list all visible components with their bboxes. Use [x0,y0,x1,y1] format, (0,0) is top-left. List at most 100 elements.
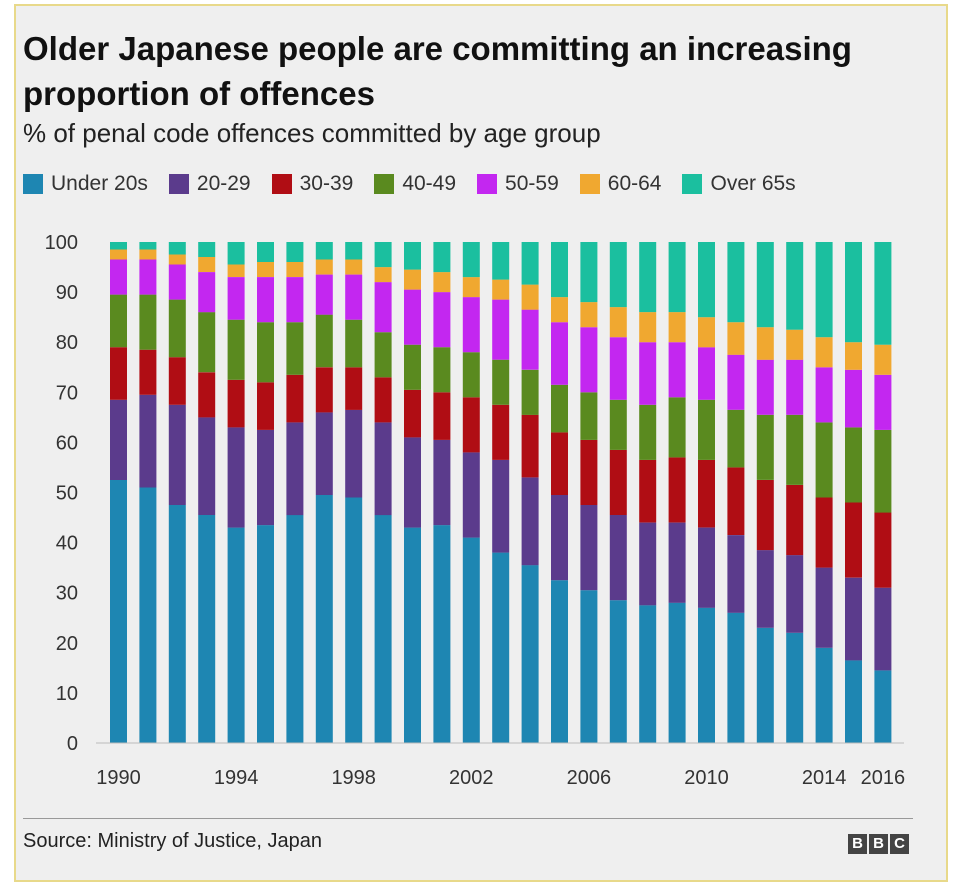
bar-segment [668,602,686,743]
bar-segment [257,525,274,743]
bar-segment [668,457,686,523]
bar-segment [286,277,304,323]
bar-segment [345,319,363,368]
bar-segment [609,449,627,515]
bar-segment [168,242,186,255]
bar-segment [257,322,274,383]
bar-segment [521,242,539,285]
bar-segment [756,627,774,743]
bar-segment [756,480,774,551]
bar-segment [609,399,627,450]
bar-segment [286,322,304,375]
bar-segment [433,525,451,743]
legend-item: 30-39 [271,172,354,196]
bar-segment [286,262,304,277]
bar-segment [727,354,745,410]
bar-segment [257,242,274,262]
legend-swatch [168,174,189,194]
chart-title: Older Japanese people are committing an … [23,30,852,112]
x-tick-label: 2006 [567,767,612,789]
bar-segment [845,369,862,428]
bar-segment [168,505,186,743]
legend-label: Under 20s [51,172,148,195]
bar-segment [639,522,657,606]
bar-segment [521,477,539,566]
bar-segment [492,279,510,300]
bar-segment [462,452,480,538]
bar-segment [845,660,862,743]
bar-segment [168,254,186,265]
bar-segment [609,600,627,743]
legend-item: 20-29 [168,172,251,196]
bar-segment [110,242,127,250]
legend: Under 20s 20-29 30-39 40-49 50-59 60-64 Over 6… [23,172,817,196]
bar-segment [433,242,451,273]
x-tick-label: 1990 [96,767,141,789]
bar-segment [139,349,157,395]
bar-segment [580,327,598,393]
bar-segment [668,312,686,343]
legend-item: Under 20s [23,172,148,196]
bar-segment [786,329,804,360]
bar-segment [874,429,892,513]
bar-segment [845,577,862,661]
legend-swatch [271,174,292,194]
bar-segment [551,242,568,298]
bar-segment [257,382,274,430]
legend-swatch [477,174,498,194]
bar-segment [404,437,421,528]
bar-segment [286,422,304,516]
legend-label: 60-64 [607,172,662,195]
bar-segment [462,397,480,453]
bbc-logo-letter: C [890,834,909,854]
y-tick-label: 80 [56,332,78,354]
bar-segment [257,277,274,323]
bar-segment [374,267,392,283]
bar-segment [845,242,862,343]
y-tick-label: 20 [56,633,78,655]
bar-segment [874,512,892,588]
y-tick-label: 70 [56,382,78,404]
legend-label: 40-49 [402,172,457,195]
bar-segment [374,242,392,268]
bar-segment [874,670,892,743]
bar-segment [345,497,363,743]
bar-segment [698,317,715,348]
legend-item: 60-64 [579,172,662,196]
bar-segment [727,535,745,613]
y-tick-label: 50 [56,483,78,505]
bar-segment [786,359,804,415]
bar-segment [433,439,451,526]
bar-segment [139,242,157,250]
bar-segment [727,322,745,355]
bar-segment [462,242,480,278]
bar-segment [580,505,598,591]
bar-segment [286,242,304,262]
bar-segment [551,432,568,495]
bar-segment [756,359,774,415]
bar-segment [727,467,745,535]
bar-segment [580,302,598,328]
bar-segment [374,332,392,378]
bar-segment [668,397,686,458]
bar-segment [404,289,421,345]
bar-segment [756,550,774,628]
bar-segment [462,352,480,398]
bar-segment [198,312,216,373]
bar-segment [374,515,392,743]
bar-segment [845,342,862,370]
legend-label: 30-39 [299,172,354,195]
bar-segment [874,344,892,375]
bar-segment [315,259,333,275]
bar-segment [874,587,892,671]
bar-segment [786,485,804,556]
bar-segment [492,242,510,280]
bar-segment [168,299,186,358]
bar-segment [462,277,480,298]
y-tick-label: 100 [45,232,78,254]
y-tick-label: 30 [56,583,78,605]
bar-segment [345,409,363,498]
bar-segment [110,249,127,260]
bar-segment [521,309,539,370]
bar-segment [227,427,245,528]
